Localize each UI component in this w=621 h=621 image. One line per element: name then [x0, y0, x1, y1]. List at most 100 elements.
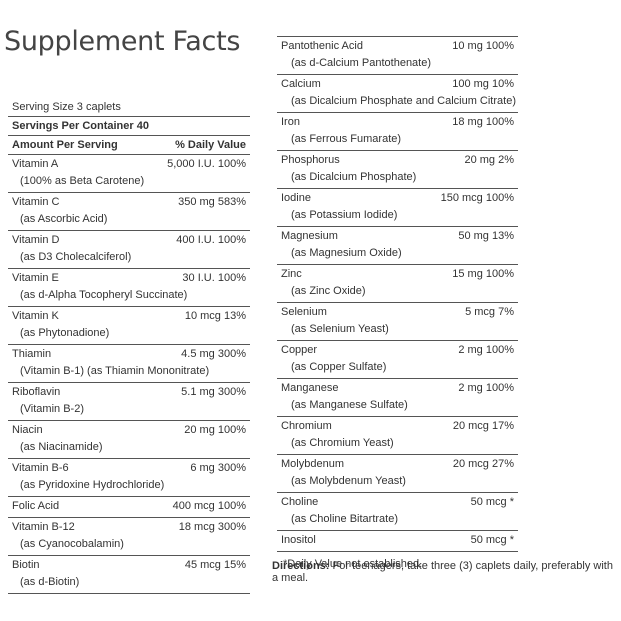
nutrient-row: Vitamin D 400 I.U. 100% (as D3 Cholecalcif…: [8, 230, 250, 268]
nutrient-row: Manganese 2 mg 100% (as Manganese Sulfate): [277, 378, 518, 416]
serving-size: Serving Size 3 caplets: [12, 101, 121, 113]
nutrient-amount: 45 mcg 15%: [184, 559, 246, 571]
nutrient-row-main: Folic Acid 400 mcg 100%: [12, 498, 246, 515]
nutrient-amount: 10 mg 100%: [452, 40, 514, 52]
nutrient-row: Chromium 20 mcg 17% (as Chromium Yeast): [277, 416, 518, 454]
footnote: *Daily Value not established.: [283, 558, 423, 570]
nutrient-amount: 50 mg 13%: [458, 230, 514, 242]
nutrient-source: (as Chromium Yeast): [291, 437, 394, 449]
nutrient-source: (as D3 Cholecalciferol): [20, 251, 132, 263]
nutrient-name: Molybdenum: [281, 458, 344, 470]
nutrient-amount: 400 mcg 100%: [172, 500, 246, 512]
nutrient-name: Iodine: [281, 192, 311, 204]
nutrient-amount: 18 mcg 300%: [178, 521, 246, 533]
nutrient-name: Folic Acid: [12, 500, 60, 512]
nutrient-row: Iron 18 mg 100% (as Ferrous Fumarate): [277, 112, 518, 150]
nutrient-source: (as Niacinamide): [20, 441, 103, 453]
nutrient-row-main: Manganese 2 mg 100%: [281, 380, 514, 397]
nutrient-row: Vitamin C 350 mg 583% (as Ascorbic Acid): [8, 192, 250, 230]
nutrient-source: (as Choline Bitartrate): [291, 513, 398, 525]
nutrient-row: Vitamin E 30 I.U. 100% (as d-Alpha Tocophe…: [8, 268, 250, 306]
nutrient-amount: 400 I.U. 100%: [176, 234, 246, 246]
nutrient-name: Vitamin D: [12, 234, 60, 246]
nutrient-amount: 150 mcg 100%: [440, 192, 514, 204]
nutrient-amount: 6 mg 300%: [190, 462, 246, 474]
nutrient-source: (Vitamin B-1) (as Thiamin Mononitrate): [20, 365, 210, 377]
nutrient-name: Vitamin A: [12, 158, 59, 170]
nutrient-amount: 2 mg 100%: [458, 382, 514, 394]
nutrient-amount: 5 mcg 7%: [465, 306, 514, 318]
nutrient-name: Vitamin E: [12, 272, 59, 284]
nutrient-row-main: Thiamin 4.5 mg 300%: [12, 346, 246, 363]
nutrient-source: (100% as Beta Carotene): [20, 175, 145, 187]
nutrient-source: (as Potassium Iodide): [291, 209, 398, 221]
nutrient-row-main: Vitamin K 10 mcg 13%: [12, 308, 246, 325]
directions-text: For teenagers, take three (3) caplets da…: [272, 560, 613, 584]
nutrient-name: Vitamin B-12: [12, 521, 75, 533]
nutrient-amount: 20 mg 100%: [184, 424, 246, 436]
nutrient-row-main: Magnesium 50 mg 13%: [281, 228, 514, 245]
nutrient-row: Iodine 150 mcg 100% (as Potassium Iodide): [277, 188, 518, 226]
table-header: Amount Per Serving % Daily Value: [8, 135, 250, 154]
nutrient-amount: 20 mcg 17%: [452, 420, 514, 432]
nutrient-name: Inositol: [281, 534, 316, 546]
nutrient-amount: 50 mcg *: [470, 534, 514, 546]
nutrient-row: Calcium 100 mg 10% (as Dicalcium Phosphate…: [277, 74, 518, 112]
nutrient-amount: 350 mg 583%: [178, 196, 246, 208]
nutrient-row: Riboflavin 5.1 mg 300% (Vitamin B-2): [8, 382, 250, 420]
supplement-table-left: Serving Size 3 caplets Servings Per Cont…: [8, 96, 250, 594]
nutrient-name: Zinc: [281, 268, 302, 280]
nutrient-row-main: Inositol 50 mcg *: [281, 532, 514, 549]
nutrient-amount: 4.5 mg 300%: [181, 348, 246, 360]
nutrient-row: Inositol 50 mcg *: [277, 530, 518, 552]
nutrient-amount: 20 mcg 27%: [452, 458, 514, 470]
nutrient-row-main: Zinc 15 mg 100%: [281, 266, 514, 283]
nutrient-amount: 18 mg 100%: [452, 116, 514, 128]
nutrient-source: (as Dicalcium Phosphate): [291, 171, 417, 183]
nutrient-source: (as Pyridoxine Hydrochloride): [20, 479, 165, 491]
nutrient-row-main: Vitamin B-6 6 mg 300%: [12, 460, 246, 477]
right-rows: Pantothenic Acid 10 mg 100% (as d-Calcium …: [277, 36, 518, 552]
nutrient-row-main: Pantothenic Acid 10 mg 100%: [281, 38, 514, 55]
nutrient-source: (as d-Calcium Pantothenate): [291, 57, 432, 69]
nutrient-source: (as Phytonadione): [20, 327, 110, 339]
nutrient-name: Magnesium: [281, 230, 338, 242]
nutrient-source: (as Zinc Oxide): [291, 285, 366, 297]
nutrient-amount: 20 mg 2%: [464, 154, 514, 166]
nutrient-row: Niacin 20 mg 100% (as Niacinamide): [8, 420, 250, 458]
nutrient-source: (as Dicalcium Phosphate and Calcium Citr…: [291, 95, 516, 107]
nutrient-row-main: Riboflavin 5.1 mg 300%: [12, 384, 246, 401]
nutrient-row: Folic Acid 400 mcg 100%: [8, 496, 250, 517]
nutrient-row-main: Iodine 150 mcg 100%: [281, 190, 514, 207]
nutrient-source: (as Cyanocobalamin): [20, 538, 124, 550]
nutrient-row: Pantothenic Acid 10 mg 100% (as d-Calcium …: [277, 36, 518, 74]
nutrient-name: Calcium: [281, 78, 321, 90]
nutrient-name: Vitamin K: [12, 310, 59, 322]
nutrient-amount: 100 mg 10%: [452, 78, 514, 90]
nutrient-amount: 5,000 I.U. 100%: [167, 158, 246, 170]
nutrient-source: (as Selenium Yeast): [291, 323, 389, 335]
nutrient-row-main: Vitamin E 30 I.U. 100%: [12, 270, 246, 287]
nutrient-row-main: Molybdenum 20 mcg 27%: [281, 456, 514, 473]
nutrient-row-main: Phosphorus 20 mg 2%: [281, 152, 514, 169]
nutrient-name: Chromium: [281, 420, 332, 432]
nutrient-name: Iron: [281, 116, 300, 128]
nutrient-amount: 5.1 mg 300%: [181, 386, 246, 398]
nutrient-row: Phosphorus 20 mg 2% (as Dicalcium Phosphat…: [277, 150, 518, 188]
nutrient-source: (Vitamin B-2): [20, 403, 84, 415]
nutrient-row: Zinc 15 mg 100% (as Zinc Oxide): [277, 264, 518, 302]
nutrient-row: Vitamin A 5,000 I.U. 100% (100% as Beta Ca…: [8, 154, 250, 192]
nutrient-amount: 10 mcg 13%: [184, 310, 246, 322]
left-rows: Vitamin A 5,000 I.U. 100% (100% as Beta Ca…: [8, 154, 250, 594]
directions: Directions: For teenagers, take three (3…: [272, 560, 617, 584]
nutrient-name: Riboflavin: [12, 386, 61, 398]
page-title: Supplement Facts: [4, 26, 241, 57]
nutrient-row-main: Niacin 20 mg 100%: [12, 422, 246, 439]
nutrient-row: Molybdenum 20 mcg 27% (as Molybdenum Yeast…: [277, 454, 518, 492]
nutrient-name: Niacin: [12, 424, 43, 436]
nutrient-amount: 30 I.U. 100%: [182, 272, 246, 284]
nutrient-name: Vitamin C: [12, 196, 60, 208]
nutrient-row-main: Calcium 100 mg 10%: [281, 76, 514, 93]
nutrient-source: (as Ascorbic Acid): [20, 213, 108, 225]
nutrient-source: (as Molybdenum Yeast): [291, 475, 406, 487]
